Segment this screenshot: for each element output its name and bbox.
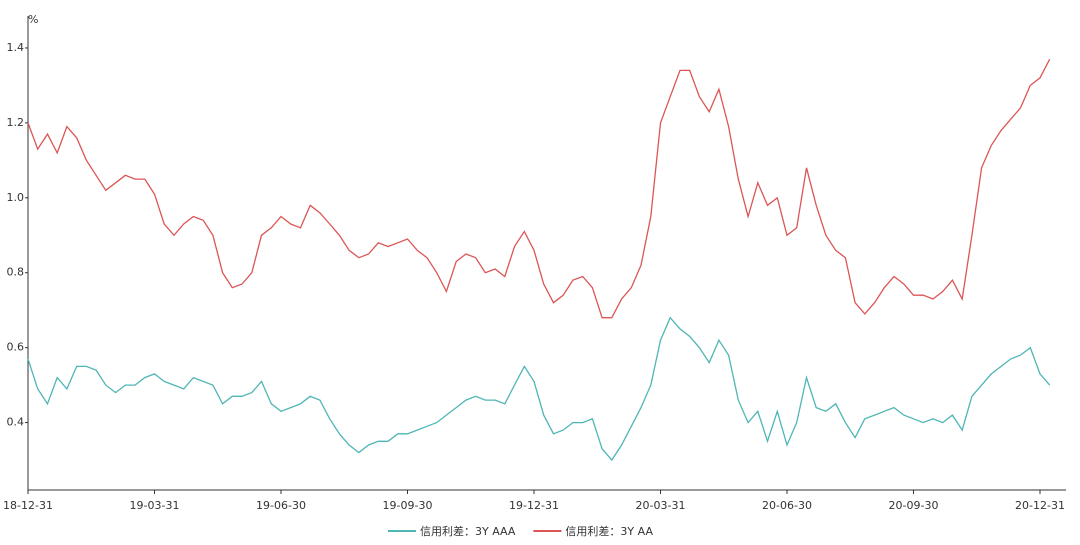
- y-tick-label: 0.6: [7, 341, 25, 354]
- series-line: [27, 316, 1051, 462]
- y-tick-label: 1.4: [7, 41, 25, 54]
- series-line: [27, 58, 1051, 319]
- legend-label: 信用利差：3Y AA: [565, 524, 653, 538]
- x-tick-label: 19-06-30: [256, 499, 306, 512]
- y-tick-label: 0.8: [7, 266, 25, 279]
- legend-label: 信用利差：3Y AAA: [420, 524, 516, 538]
- x-tick-label: 19-03-31: [130, 499, 180, 512]
- x-tick-label: 20-12-31: [1015, 499, 1065, 512]
- x-tick-label: 19-09-30: [383, 499, 433, 512]
- x-tick-label: 18-12-31: [3, 499, 53, 512]
- y-tick-label: 1.0: [7, 191, 25, 204]
- x-tick-label: 20-09-30: [889, 499, 939, 512]
- y-tick-label: 0.4: [7, 416, 25, 429]
- y-tick-label: 1.2: [7, 116, 25, 129]
- x-tick-label: 20-06-30: [762, 499, 812, 512]
- x-tick-label: 19-12-31: [509, 499, 559, 512]
- y-unit: %: [28, 13, 38, 26]
- x-tick-label: 20-03-31: [636, 499, 686, 512]
